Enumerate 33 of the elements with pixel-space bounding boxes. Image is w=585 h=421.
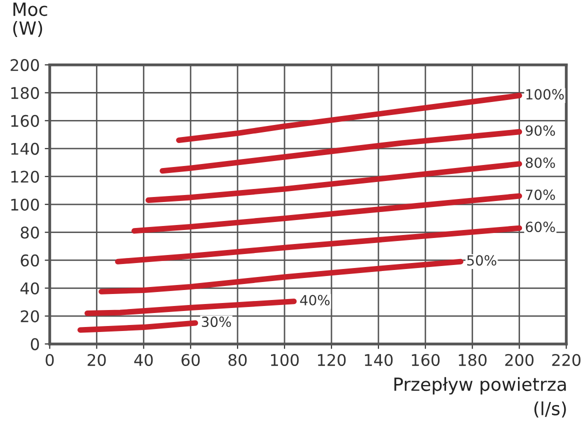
series-label: 30% [202,316,231,328]
series-label: 100% [526,89,564,100]
x-tick-label: 120 [318,354,346,366]
y-tick-label: 40 [20,282,39,294]
series-label: 70% [526,190,555,200]
y-tick-label: 80 [20,226,39,239]
x-tick-label: 80 [228,354,247,366]
series-label: 60% [526,222,555,232]
y-tick-label: 20 [20,310,39,322]
y-tick-label: 160 [11,114,39,127]
y-tick-label: 180 [11,86,39,100]
y-tick-label: 60 [20,254,39,267]
y-tick-label: 100 [11,198,39,211]
x-tick-label: 0 [46,354,54,366]
y-tick-label: 200 [10,59,39,72]
y-tick-label: 120 [11,170,39,183]
series-label: 80% [526,157,555,168]
x-tick-label: 20 [88,354,106,366]
x-tick-label: 160 [412,354,440,366]
y-tick-label: 140 [11,142,39,155]
y-tick-label: 0 [30,338,39,350]
x-tick-label: 100 [271,354,299,366]
series-label: 40% [300,294,330,306]
x-tick-label: 200 [505,354,534,366]
x-axis-title: Przepływ powietrza (l/s) [394,377,566,418]
series-label: 90% [526,125,555,136]
x-tick-label: 40 [134,354,153,366]
x-tick-label: 60 [182,354,200,366]
x-tick-label: 140 [364,354,393,366]
series-label: 50% [467,255,496,266]
x-tick-label: 220 [552,354,580,366]
y-axis-title: Moc (W) [13,2,48,38]
x-tick-label: 180 [458,354,487,366]
